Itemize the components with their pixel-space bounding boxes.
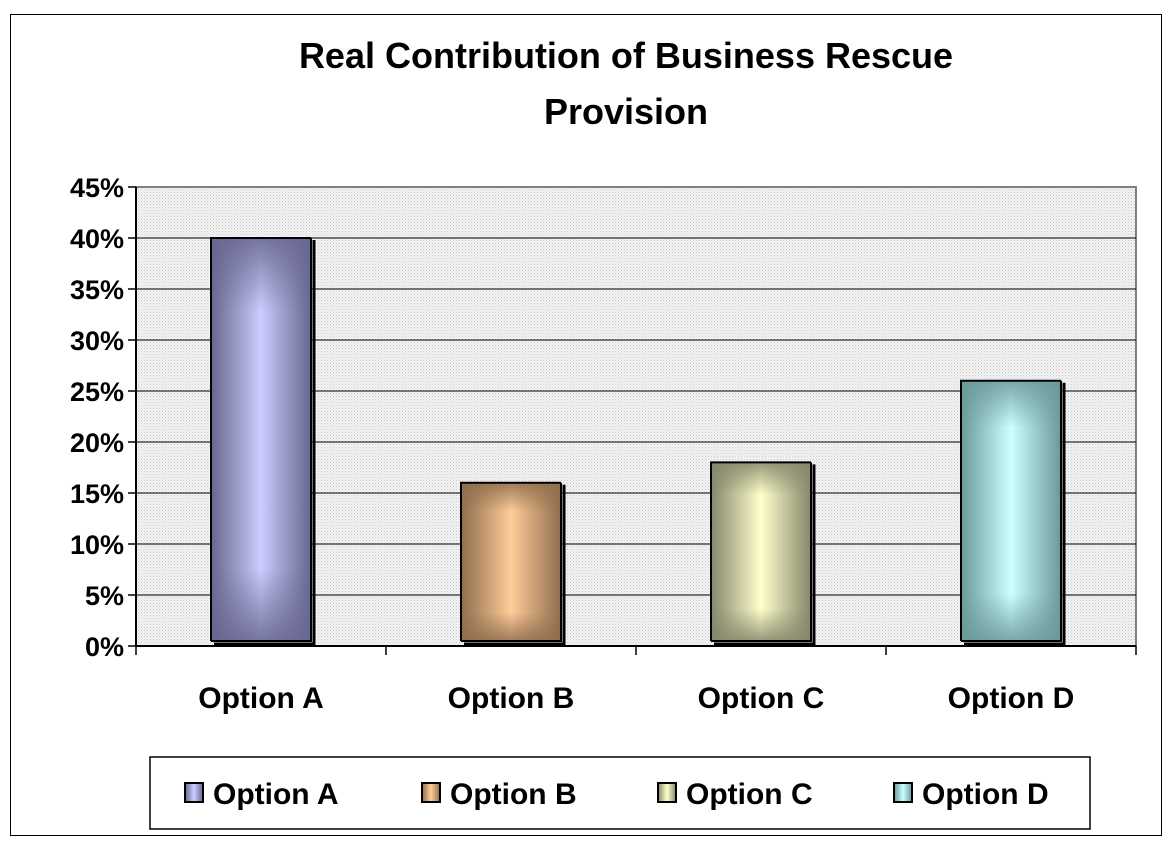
legend-swatch: [657, 782, 677, 803]
bar-shadow: [964, 382, 1066, 646]
chart-title-line-2: Provision: [544, 91, 708, 132]
bar-shadow: [214, 240, 316, 646]
legend-label: Option B: [450, 778, 577, 811]
legend-label: Option D: [922, 778, 1049, 811]
bar-shade: [211, 238, 311, 641]
x-tick-label: Option D: [948, 682, 1075, 715]
y-tick-label: 15%: [70, 479, 124, 509]
legend-swatch: [421, 782, 441, 803]
bar-shade: [711, 462, 811, 641]
legend-label: Option A: [213, 778, 339, 811]
bar-outline: [210, 237, 311, 641]
x-axis: [135, 187, 1137, 655]
y-tick-label: 40%: [70, 224, 124, 254]
x-tick-label: Option A: [198, 682, 324, 715]
y-tick-label: 20%: [70, 428, 124, 458]
chart-title: Real Contribution of Business Rescue Pro…: [299, 35, 953, 132]
legend-label: Option C: [686, 778, 813, 811]
y-tick-label: 35%: [70, 275, 124, 305]
bars: [210, 237, 1066, 646]
legend-swatch: [893, 782, 913, 803]
x-axis-labels: Option A Option B Option C Option D: [198, 682, 1074, 715]
legend: [149, 756, 1091, 830]
bar-shadow: [464, 484, 566, 646]
bar-outline: [461, 482, 562, 642]
legend-swatch: [184, 782, 204, 803]
bar-outline: [710, 461, 811, 641]
bar-shadow: [714, 464, 816, 646]
y-axis-ticks: 0% 5% 10% 15% 20% 25% 30% 35% 40% 45%: [70, 173, 136, 662]
y-tick-label: 45%: [70, 173, 124, 203]
y-tick-label: 10%: [70, 530, 124, 560]
bar-shade: [461, 482, 561, 641]
bar-outline: [211, 238, 312, 642]
bar-shade: [961, 380, 1061, 641]
y-tick-label: 0%: [85, 632, 124, 662]
chart-title-line-1: Real Contribution of Business Rescue: [299, 35, 953, 76]
bar-outline: [960, 379, 1061, 641]
bar-outline: [961, 380, 1062, 642]
legend-items: Option A Option B Option C Option D: [184, 778, 1049, 811]
y-tick-label: 25%: [70, 377, 124, 407]
x-tick-label: Option C: [698, 682, 825, 715]
x-tick-label: Option B: [448, 682, 575, 715]
y-tick-label: 30%: [70, 326, 124, 356]
y-tick-label: 5%: [85, 581, 124, 611]
bar-outline: [460, 481, 561, 641]
bar-outline: [711, 462, 812, 642]
